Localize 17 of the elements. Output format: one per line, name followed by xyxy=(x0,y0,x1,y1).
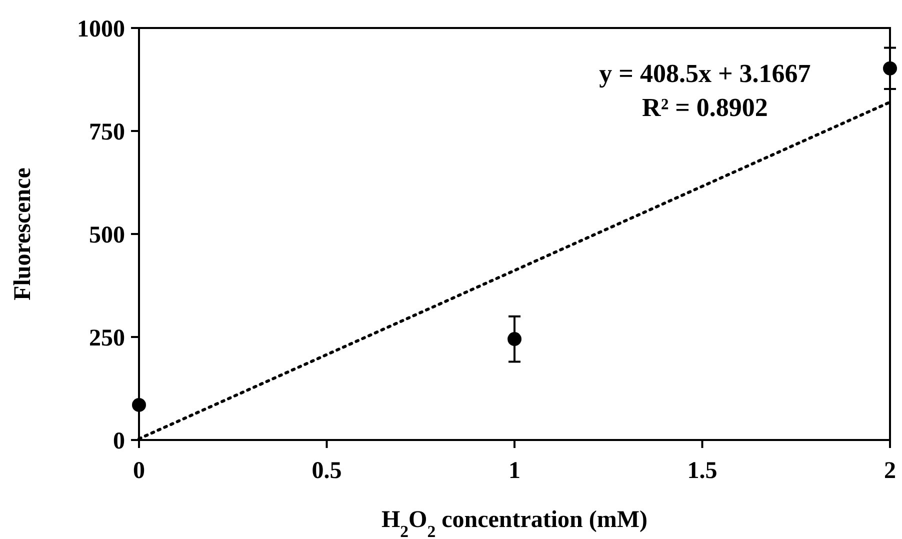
annotation: R² = 0.8902 xyxy=(642,93,768,122)
x-axis-title: H$_{2}$O$_{2}$ concentration (mM) xyxy=(381,507,648,539)
point xyxy=(508,332,522,346)
y-tick-label: 0 xyxy=(113,428,125,454)
x-tick-label: 1 xyxy=(508,458,520,484)
y-tick-label: 750 xyxy=(89,119,125,146)
x-tick-label: 2 xyxy=(884,458,896,484)
x-tick-label: 0.5 xyxy=(312,458,342,484)
y-tick-label: 500 xyxy=(89,222,125,248)
y-tick-label: 1000 xyxy=(77,16,125,42)
point xyxy=(132,398,146,412)
x-tick-label: 1.5 xyxy=(687,458,718,484)
annotation: y = 408.5x + 3.1667 xyxy=(599,59,811,88)
x-tick-label: 0 xyxy=(133,458,145,484)
y-axis-title: Fluorescence xyxy=(10,167,36,300)
y-tick-label: 250 xyxy=(89,325,125,352)
point xyxy=(883,61,897,76)
